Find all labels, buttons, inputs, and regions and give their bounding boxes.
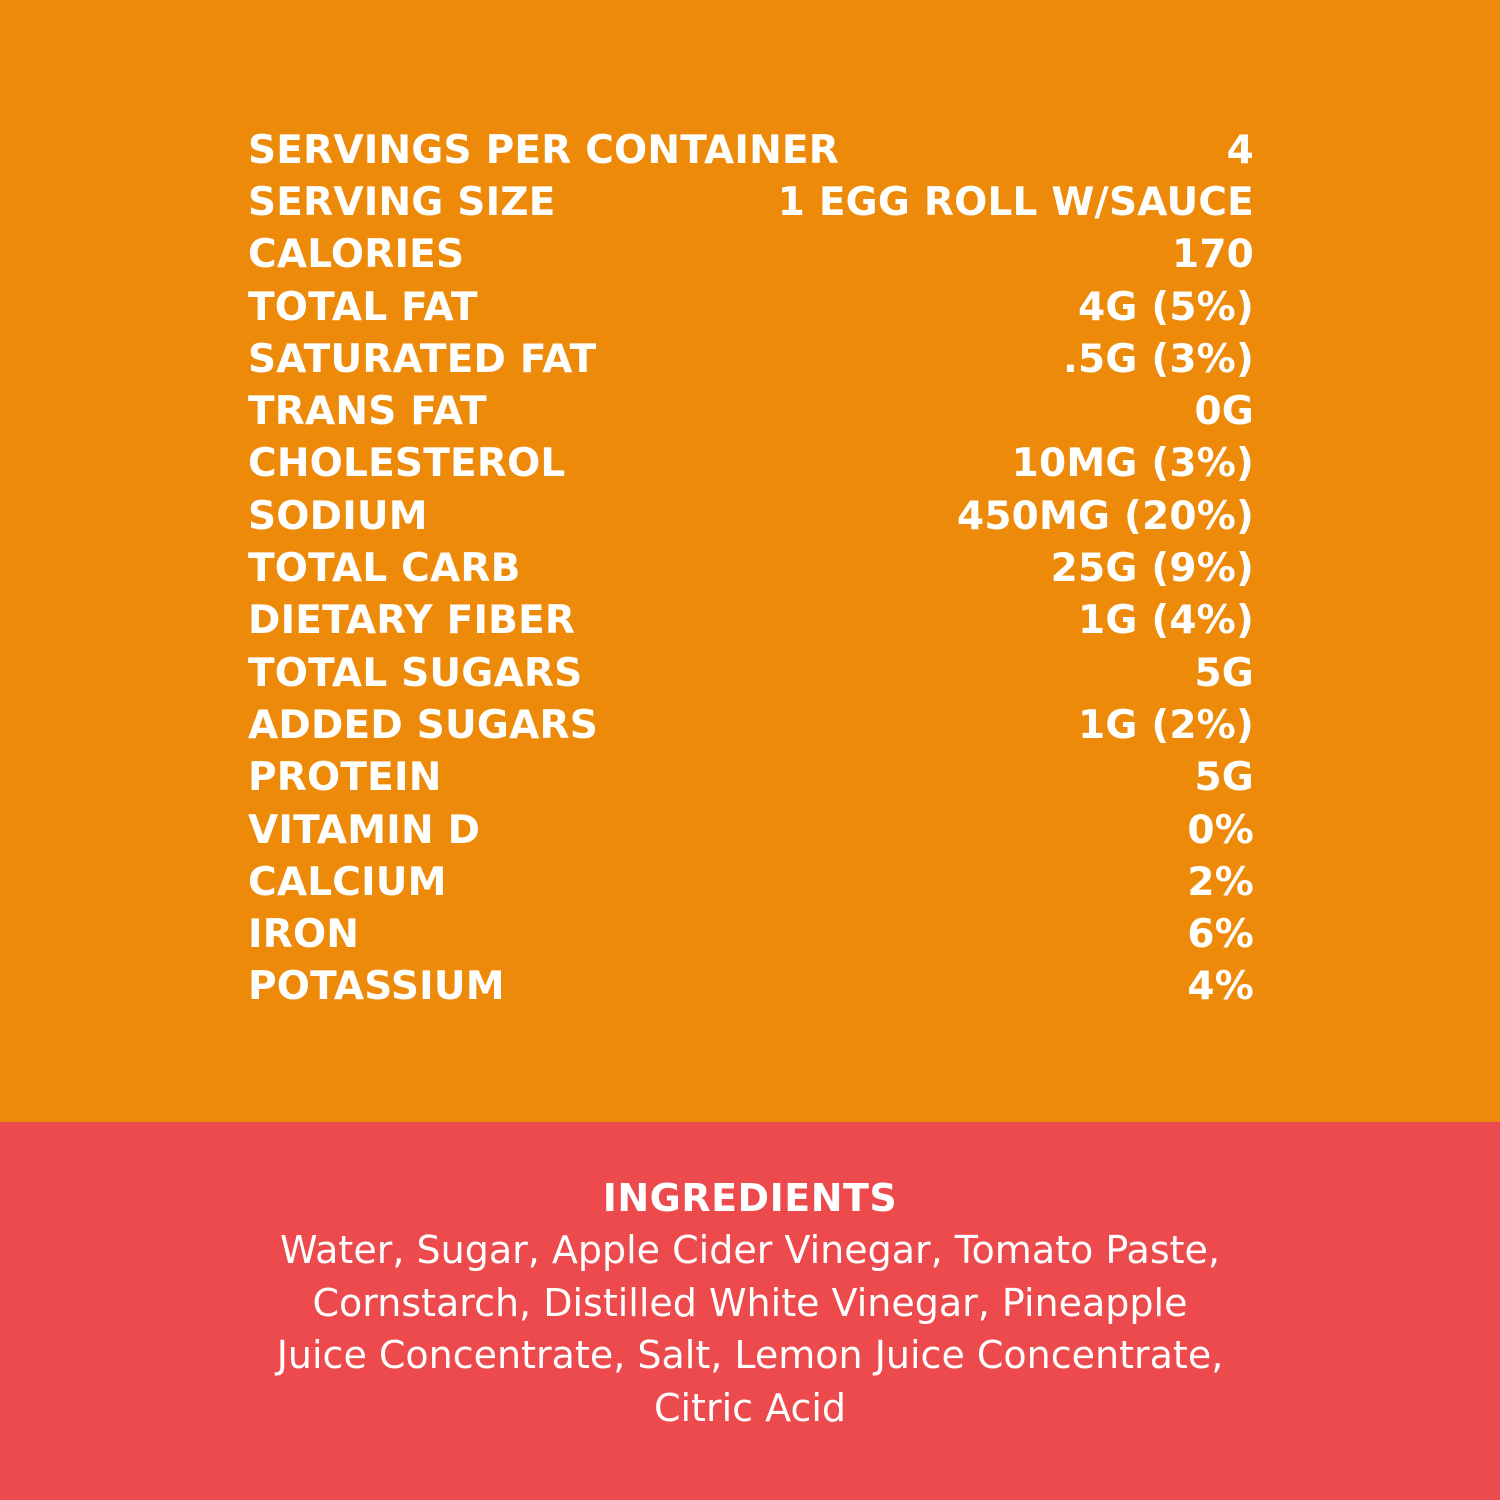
nutrition-label: ADDED SUGARS: [248, 702, 598, 748]
nutrition-value: 5G: [1194, 755, 1254, 801]
nutrition-row-total-sugars: TOTAL SUGARS 5G: [248, 647, 1254, 699]
nutrition-value: 10MG (3%): [1011, 441, 1254, 487]
nutrition-value: 1G (2%): [1078, 702, 1254, 748]
nutrition-row-sodium: SODIUM 450MG (20%): [248, 490, 1254, 542]
nutrition-row-vitamin-d: VITAMIN D 0%: [248, 804, 1254, 856]
nutrition-value: 1 EGG ROLL W/SAUCE: [777, 179, 1254, 225]
nutrition-label: CALORIES: [248, 232, 465, 278]
nutrition-row-calcium: CALCIUM 2%: [248, 856, 1254, 908]
nutrition-label: CALCIUM: [248, 859, 447, 905]
nutrition-value: 170: [1171, 232, 1254, 278]
nutrition-label: DIETARY FIBER: [248, 598, 576, 644]
nutrition-row-iron: IRON 6%: [248, 908, 1254, 960]
nutrition-value: 25G (9%): [1050, 546, 1254, 592]
nutrition-row-total-carb: TOTAL CARB 25G (9%): [248, 542, 1254, 594]
nutrition-label: TRANS FAT: [248, 389, 487, 435]
nutrition-label: CHOLESTEROL: [248, 441, 566, 487]
nutrition-row-added-sugars: ADDED SUGARS 1G (2%): [248, 699, 1254, 751]
nutrition-row-saturated-fat: SATURATED FAT .5G (3%): [248, 333, 1254, 385]
nutrition-label: PROTEIN: [248, 755, 442, 801]
nutrition-value: 4: [1226, 127, 1254, 173]
nutrition-label: SODIUM: [248, 493, 428, 539]
ingredients-panel: [0, 1122, 1500, 1500]
nutrition-value: 2%: [1187, 859, 1254, 905]
nutrition-value: 450MG (20%): [956, 493, 1254, 539]
nutrition-value: 1G (4%): [1078, 598, 1254, 644]
nutrition-row-servings-per-container: SERVINGS PER CONTAINER 4: [248, 124, 1254, 176]
nutrition-label: SERVINGS PER CONTAINER: [248, 127, 839, 173]
ingredients-text: Water, Sugar, Apple Cider Vinegar, Tomat…: [276, 1228, 1224, 1430]
nutrition-label: SERVING SIZE: [248, 179, 556, 225]
nutrition-label: TOTAL FAT: [248, 284, 478, 330]
nutrition-row-serving-size: SERVING SIZE 1 EGG ROLL W/SAUCE: [248, 176, 1254, 228]
nutrition-row-cholesterol: CHOLESTEROL 10MG (3%): [248, 438, 1254, 490]
nutrition-facts-list: SERVINGS PER CONTAINER 4 SERVING SIZE 1 …: [248, 124, 1254, 1013]
nutrition-value: 5G: [1194, 650, 1254, 696]
nutrition-row-dietary-fiber: DIETARY FIBER 1G (4%): [248, 595, 1254, 647]
nutrition-row-potassium: POTASSIUM 4%: [248, 961, 1254, 1013]
nutrition-value: 4%: [1187, 964, 1254, 1010]
nutrition-value: .5G (3%): [1062, 336, 1254, 382]
nutrition-label: POTASSIUM: [248, 964, 505, 1010]
nutrition-label: TOTAL SUGARS: [248, 650, 583, 696]
nutrition-value: 4G (5%): [1078, 284, 1254, 330]
nutrition-value: 0%: [1187, 807, 1254, 853]
ingredients-title: INGREDIENTS: [602, 1176, 898, 1220]
nutrition-label: SATURATED FAT: [248, 336, 597, 382]
nutrition-label: IRON: [248, 912, 360, 958]
nutrition-row-calories: CALORIES 170: [248, 229, 1254, 281]
nutrition-row-trans-fat: TRANS FAT 0G: [248, 385, 1254, 437]
ingredients-section: INGREDIENTS Water, Sugar, Apple Cider Vi…: [200, 1172, 1300, 1434]
nutrition-row-total-fat: TOTAL FAT 4G (5%): [248, 281, 1254, 333]
nutrition-label: VITAMIN D: [248, 807, 481, 853]
nutrition-value: 0G: [1194, 389, 1254, 435]
nutrition-label: TOTAL CARB: [248, 546, 521, 592]
nutrition-value: 6%: [1187, 912, 1254, 958]
nutrition-row-protein: PROTEIN 5G: [248, 752, 1254, 804]
nutrition-panel: SERVINGS PER CONTAINER 4 SERVING SIZE 1 …: [0, 0, 1500, 1122]
